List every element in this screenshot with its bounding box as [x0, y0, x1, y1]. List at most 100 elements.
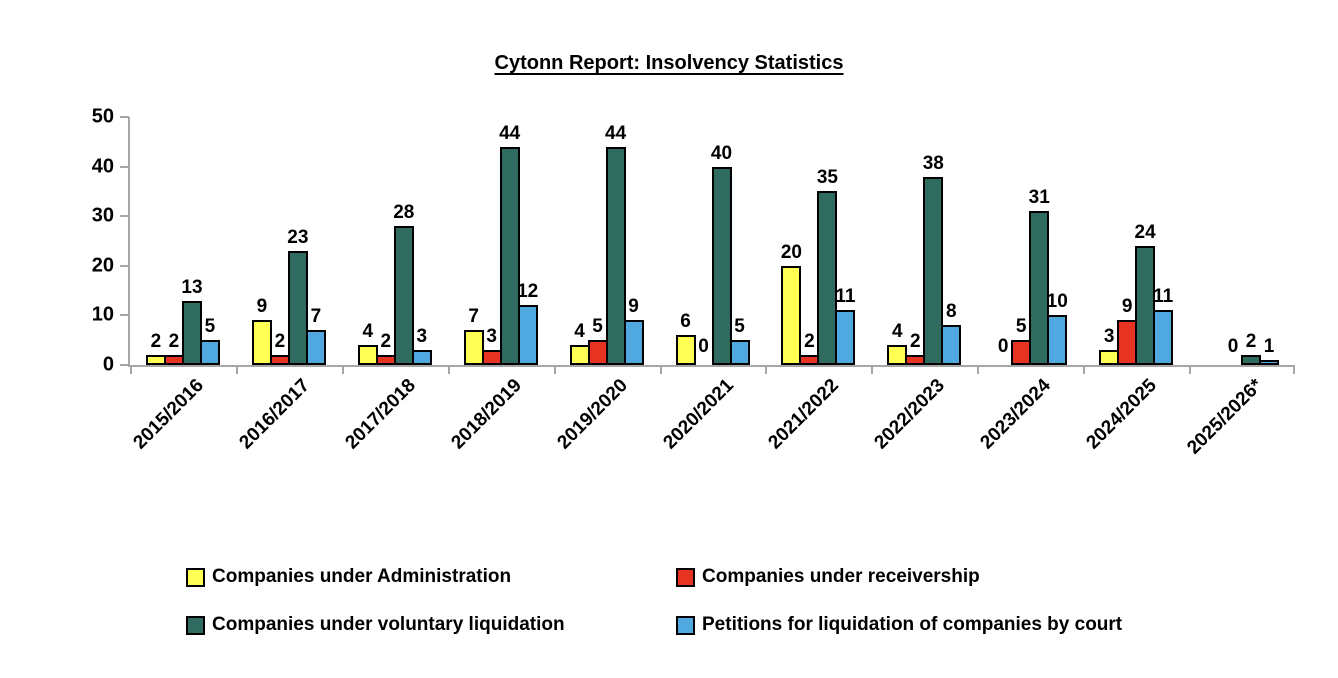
- x-axis-tick: [1189, 366, 1192, 374]
- bar-value-label: 5: [592, 316, 603, 338]
- bar-administration: [781, 265, 802, 365]
- bar-petitions-court: [199, 340, 220, 365]
- legend-label: Companies under voluntary liquidation: [212, 614, 565, 635]
- bar-receivership: [163, 355, 184, 365]
- bar-value-label: 9: [1121, 296, 1133, 318]
- bar-administration: [357, 345, 378, 365]
- bar-petitions-court: [305, 330, 326, 365]
- bar-value-label: 0: [997, 336, 1009, 357]
- chart-legend: Companies under Administration Companies …: [186, 566, 1122, 636]
- x-axis-tick: [130, 366, 132, 374]
- bar-voluntary-liquidation: [499, 146, 520, 365]
- bar-voluntary-liquidation: [393, 226, 414, 365]
- legend-item-voluntary-liquidation: Companies under voluntary liquidation: [186, 614, 676, 636]
- bar-petitions-court: [623, 320, 644, 365]
- x-axis-tick: [1293, 366, 1295, 374]
- legend-item-administration: Companies under Administration: [186, 566, 676, 588]
- x-axis-tick: [977, 366, 980, 374]
- bar-administration: [463, 330, 484, 365]
- bar-value-label: 6: [680, 311, 691, 333]
- bar-voluntary-liquidation: [1135, 245, 1156, 365]
- bar-value-label: 35: [816, 167, 838, 189]
- bar-value-label: 12: [517, 281, 539, 303]
- x-axis-category-label: 2019/2020: [553, 375, 632, 454]
- bar-value-label: 2: [910, 331, 921, 353]
- bar-value-label: 11: [1153, 286, 1174, 308]
- y-axis-tick: [120, 165, 129, 168]
- x-axis-category-label: 2021/2022: [764, 375, 844, 454]
- bar-value-label: 9: [628, 296, 639, 318]
- bar-value-label: 24: [1134, 221, 1156, 243]
- x-axis-category-label: 2018/2019: [447, 375, 526, 454]
- legend-label: Companies under receivership: [702, 566, 980, 587]
- x-axis-category-label: 2017/2018: [341, 375, 420, 454]
- bar-value-label: 13: [181, 276, 203, 298]
- y-axis-tick: [120, 116, 129, 118]
- legend-marker: [186, 615, 205, 635]
- bar-value-label: 7: [310, 306, 322, 328]
- bar-petitions-court: [1259, 360, 1280, 365]
- bar-value-label: 3: [416, 326, 428, 348]
- bar-value-label: 31: [1028, 187, 1050, 209]
- bar-value-label: 0: [698, 336, 709, 357]
- bar-value-label: 3: [486, 326, 497, 348]
- bar-petitions-court: [411, 350, 432, 365]
- bar-voluntary-liquidation: [923, 176, 944, 365]
- bar-value-label: 5: [204, 316, 216, 338]
- bar-value-label: 3: [1103, 326, 1115, 348]
- bar-administration: [675, 335, 696, 365]
- bar-value-label: 2: [274, 331, 286, 353]
- x-axis-tick: [871, 366, 874, 374]
- bar-administration: [251, 320, 272, 365]
- bar-voluntary-liquidation: [287, 250, 308, 365]
- y-axis-tick: [120, 364, 129, 366]
- y-axis-tick: [120, 314, 129, 317]
- bar-value-label: 10: [1046, 291, 1068, 313]
- legend-marker: [186, 567, 205, 587]
- bar-value-label: 4: [892, 321, 903, 343]
- bar-value-label: 5: [734, 316, 745, 338]
- bar-value-label: 2: [1245, 331, 1257, 353]
- x-axis-category-label: 2024/2025: [1082, 375, 1161, 454]
- bar-value-label: 2: [150, 331, 162, 353]
- bar-value-label: 2: [380, 331, 392, 353]
- x-axis-tick: [659, 366, 662, 374]
- bar-voluntary-liquidation: [1029, 211, 1050, 365]
- x-axis-category-label: 2025/2026*: [1183, 375, 1267, 459]
- bar-value-label: 5: [1015, 316, 1027, 338]
- bar-receivership: [481, 350, 502, 365]
- x-axis-category-label: 2015/2016: [129, 375, 208, 454]
- bar-receivership: [587, 340, 608, 365]
- bar-receivership: [375, 355, 396, 365]
- x-axis-category-label: 2020/2021: [658, 375, 738, 454]
- y-axis-tick-label: 20: [91, 254, 114, 277]
- bar-value-label: 2: [804, 331, 815, 353]
- bar-receivership: [1011, 340, 1032, 365]
- bar-petitions-court: [1047, 315, 1068, 365]
- bar-value-label: 20: [780, 241, 802, 263]
- bar-value-label: 11: [835, 286, 856, 308]
- y-axis-tick-label: 50: [91, 105, 114, 128]
- bar-value-label: 4: [574, 321, 585, 343]
- bar-value-label: 4: [362, 321, 374, 343]
- y-axis-tick-label: 40: [91, 155, 114, 178]
- bar-receivership: [799, 355, 820, 365]
- legend-item-petitions-court: Petitions for liquidation of companies b…: [676, 614, 1122, 636]
- bar-value-label: 28: [393, 202, 415, 224]
- bar-voluntary-liquidation: [711, 166, 732, 365]
- x-axis-tick: [341, 366, 344, 374]
- chart-title: Cytonn Report: Insolvency Statistics: [494, 52, 844, 74]
- legend-item-receivership: Companies under receivership: [676, 566, 1122, 588]
- y-axis-tick: [120, 264, 129, 267]
- bar-petitions-court: [1153, 310, 1174, 365]
- bar-voluntary-liquidation: [605, 146, 626, 365]
- bar-voluntary-liquidation: [1241, 355, 1262, 365]
- x-axis-category-label: 2022/2023: [870, 375, 950, 454]
- bar-administration: [145, 355, 166, 365]
- bar-value-label: 23: [287, 226, 309, 248]
- x-axis-tick: [235, 366, 238, 374]
- bar-administration: [569, 345, 590, 365]
- y-axis-tick-label: 30: [91, 204, 114, 227]
- bar-receivership: [905, 355, 926, 365]
